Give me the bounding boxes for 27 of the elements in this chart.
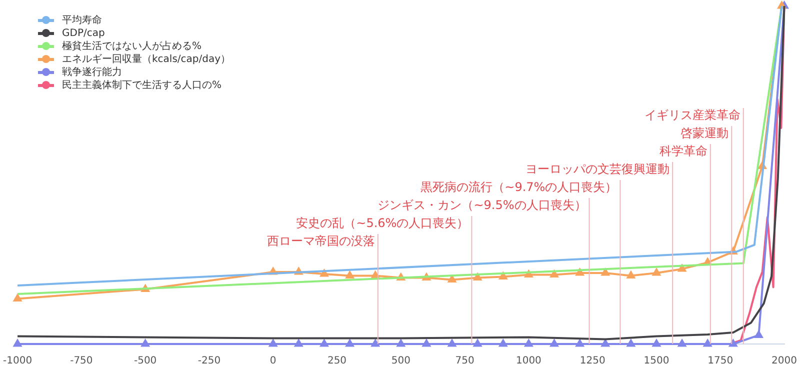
ref-line-label: 啓蒙運動 xyxy=(680,126,729,140)
x-tick-label: 750 xyxy=(455,356,474,367)
x-tick-label: 1000 xyxy=(516,356,542,367)
legend-label: GDP/cap xyxy=(62,27,105,40)
x-tick-label: 500 xyxy=(391,356,410,367)
ref-line-label: ヨーロッパの文芸復興運動 xyxy=(526,162,670,176)
legend-label: 戦争遂行能力 xyxy=(62,66,122,79)
legend-label: 平均寿命 xyxy=(62,14,102,27)
x-tick-label: 0 xyxy=(270,356,276,367)
legend-label: 民主主義体制下で生活する人口の% xyxy=(62,79,222,92)
x-tick-label: 2000 xyxy=(772,356,797,367)
ref-line-label: 安史の乱（~5.6%の人口喪失） xyxy=(296,216,469,230)
x-tick-label: -500 xyxy=(134,356,157,367)
x-tick-label: 1250 xyxy=(580,356,606,367)
legend-label: エネルギー回収量（kcals/cap/day） xyxy=(62,53,231,66)
x-tick-label: -1000 xyxy=(3,356,32,367)
ref-line-label: ジンギス・カン（~9.5%の人口喪失） xyxy=(378,198,586,212)
x-tick-label: -750 xyxy=(70,356,93,367)
x-tick-label: 250 xyxy=(327,356,347,367)
x-tick-label: 1750 xyxy=(708,356,734,367)
x-tick-label: -250 xyxy=(198,356,221,367)
ref-line-label: 西ローマ帝国の没落 xyxy=(266,234,375,248)
ref-line-label: 黒死病の流行（~9.7%の人口喪失） xyxy=(420,180,618,194)
ref-line-label: 科学革命 xyxy=(659,144,708,158)
x-tick-label: 1500 xyxy=(644,356,670,367)
ref-line-label: イギリス産業革命 xyxy=(644,108,740,122)
legend-label: 極貧生活ではない人が占める% xyxy=(62,40,202,53)
